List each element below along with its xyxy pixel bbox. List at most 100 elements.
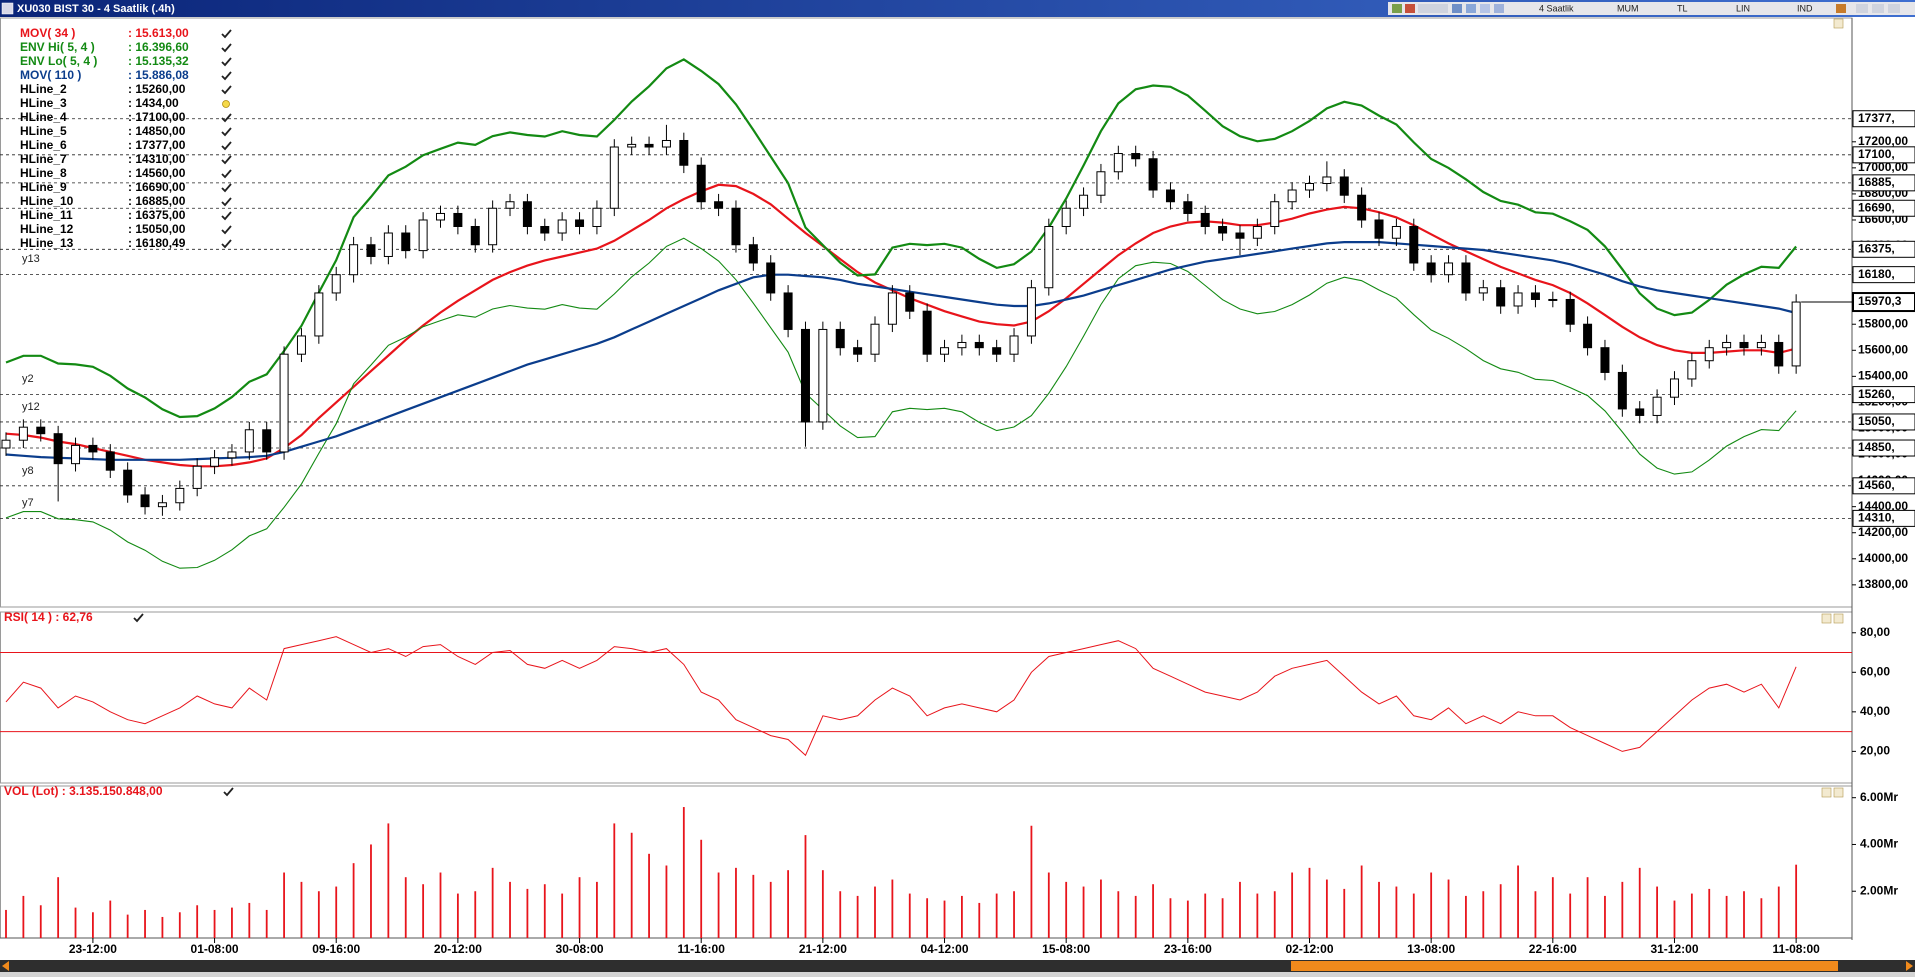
- candle-body: [244, 429, 254, 453]
- tool-icon[interactable]: [1418, 4, 1448, 13]
- candle-body: [1148, 158, 1158, 191]
- x-tick-label: 22-16:00: [1529, 942, 1577, 956]
- candle-body: [1044, 225, 1054, 289]
- candle-body: [609, 146, 619, 209]
- legend-name: ENV Lo( 5, 4 ): [20, 54, 97, 68]
- indicator-line: [5, 183, 1797, 468]
- annotation: y2: [22, 373, 34, 385]
- tool-icon[interactable]: [1480, 4, 1490, 13]
- legend-name: HLine_8: [20, 166, 67, 180]
- toolbar-item[interactable]: LIN: [1736, 3, 1750, 13]
- volume-bar: [1482, 891, 1485, 938]
- hline-tag-label: 14850,: [1858, 440, 1895, 454]
- candle-body: [592, 207, 602, 227]
- panel-buttons: [1821, 18, 1844, 798]
- volume-bar: [543, 884, 546, 938]
- check-icon: [221, 29, 232, 39]
- legend-value: : 16375,00: [128, 208, 186, 222]
- volume-bar: [1760, 898, 1763, 938]
- volume-bar: [1656, 886, 1658, 938]
- tool-icon[interactable]: [1392, 4, 1402, 13]
- candle-body: [140, 494, 150, 508]
- maximize-button[interactable]: [1872, 4, 1884, 13]
- candle-body: [835, 328, 845, 349]
- panel-title: RSI( 14 ) : 62,76: [4, 610, 93, 624]
- volume-bar: [283, 872, 285, 938]
- volume-bar: [1204, 893, 1207, 938]
- candle-body: [88, 444, 98, 453]
- candle-body: [383, 232, 393, 257]
- candle-body: [18, 426, 28, 441]
- candle-body: [1096, 171, 1106, 196]
- volume-bar: [1308, 867, 1311, 938]
- candle-body: [279, 353, 289, 453]
- volume-bar: [126, 914, 129, 938]
- candle-body: [349, 244, 359, 276]
- legend-name: MOV( 34 ): [20, 26, 75, 40]
- toolbar-item[interactable]: MUM: [1617, 3, 1639, 13]
- x-tick-label: 21-12:00: [799, 942, 847, 956]
- volume-bar: [1465, 895, 1467, 938]
- candle-body: [922, 310, 932, 355]
- y-tick-label: 13800,00: [1858, 577, 1908, 591]
- hline-tag: [1852, 266, 1915, 284]
- volume-bar: [178, 912, 181, 938]
- volume-bar: [491, 867, 494, 938]
- tool-icon[interactable]: [1494, 4, 1504, 13]
- hline-tag: [1852, 386, 1915, 404]
- close-button[interactable]: [1888, 4, 1900, 13]
- minimize-button[interactable]: [1856, 4, 1868, 13]
- check-icon: [221, 183, 232, 193]
- annotation: y13: [22, 253, 40, 265]
- panel-button[interactable]: [1821, 787, 1832, 798]
- tool-icon[interactable]: [1466, 4, 1476, 13]
- scrollbar-thumb[interactable]: [1291, 961, 1838, 971]
- volume-bar: [700, 839, 703, 938]
- panel-button[interactable]: [1833, 613, 1844, 624]
- candle-body: [53, 433, 63, 465]
- volume-bar: [1013, 891, 1015, 938]
- volume-bar: [1256, 893, 1259, 938]
- candle-body: [940, 347, 950, 355]
- hline-tag-label: 15050,: [1858, 414, 1895, 428]
- toolbar-item[interactable]: IND: [1797, 3, 1813, 13]
- candle-body: [175, 487, 185, 504]
- candle-body: [1739, 341, 1749, 349]
- volume-bar: [1169, 898, 1172, 938]
- panel-button[interactable]: [1821, 613, 1832, 624]
- volume-bar: [1378, 881, 1380, 938]
- candle-body: [71, 444, 81, 465]
- legend-value: : 17377,00: [128, 138, 186, 152]
- volume-bar: [439, 872, 442, 938]
- hline-tag: [1852, 146, 1915, 164]
- legend-value: : 16180,49: [128, 236, 186, 250]
- hline-tag: [1852, 477, 1915, 495]
- volume-bar: [1673, 900, 1676, 938]
- tool-icon[interactable]: [1836, 4, 1846, 13]
- tool-icon[interactable]: [1405, 4, 1415, 13]
- last-price-label: 15970,3: [1858, 294, 1902, 308]
- toolbar-item[interactable]: 4 Saatlik: [1539, 3, 1574, 13]
- volume-bar: [874, 886, 876, 938]
- volume-bar: [717, 872, 720, 938]
- volume-bar: [1082, 886, 1085, 938]
- toolbar-item[interactable]: TL: [1677, 3, 1688, 13]
- candle-body: [1635, 408, 1645, 416]
- candle-body: [123, 469, 133, 496]
- tool-icon[interactable]: [1452, 4, 1462, 13]
- volume-bar: [596, 881, 598, 938]
- scroll-left[interactable]: [2, 961, 9, 971]
- legend-name: HLine_13: [20, 236, 74, 250]
- candle-body: [418, 219, 428, 252]
- scroll-right[interactable]: [1906, 961, 1913, 971]
- panel-button[interactable]: [1833, 787, 1844, 798]
- candle-body: [1322, 176, 1332, 184]
- candle-body: [1513, 292, 1523, 307]
- y-tick-label: 40,00: [1860, 704, 1890, 718]
- volume-bar: [961, 895, 963, 938]
- panel-button[interactable]: [1833, 18, 1844, 29]
- candle-body: [1287, 189, 1297, 203]
- y-tick-label: 15800,00: [1858, 316, 1908, 330]
- volume-bar: [456, 893, 459, 938]
- volume-bar: [196, 905, 199, 938]
